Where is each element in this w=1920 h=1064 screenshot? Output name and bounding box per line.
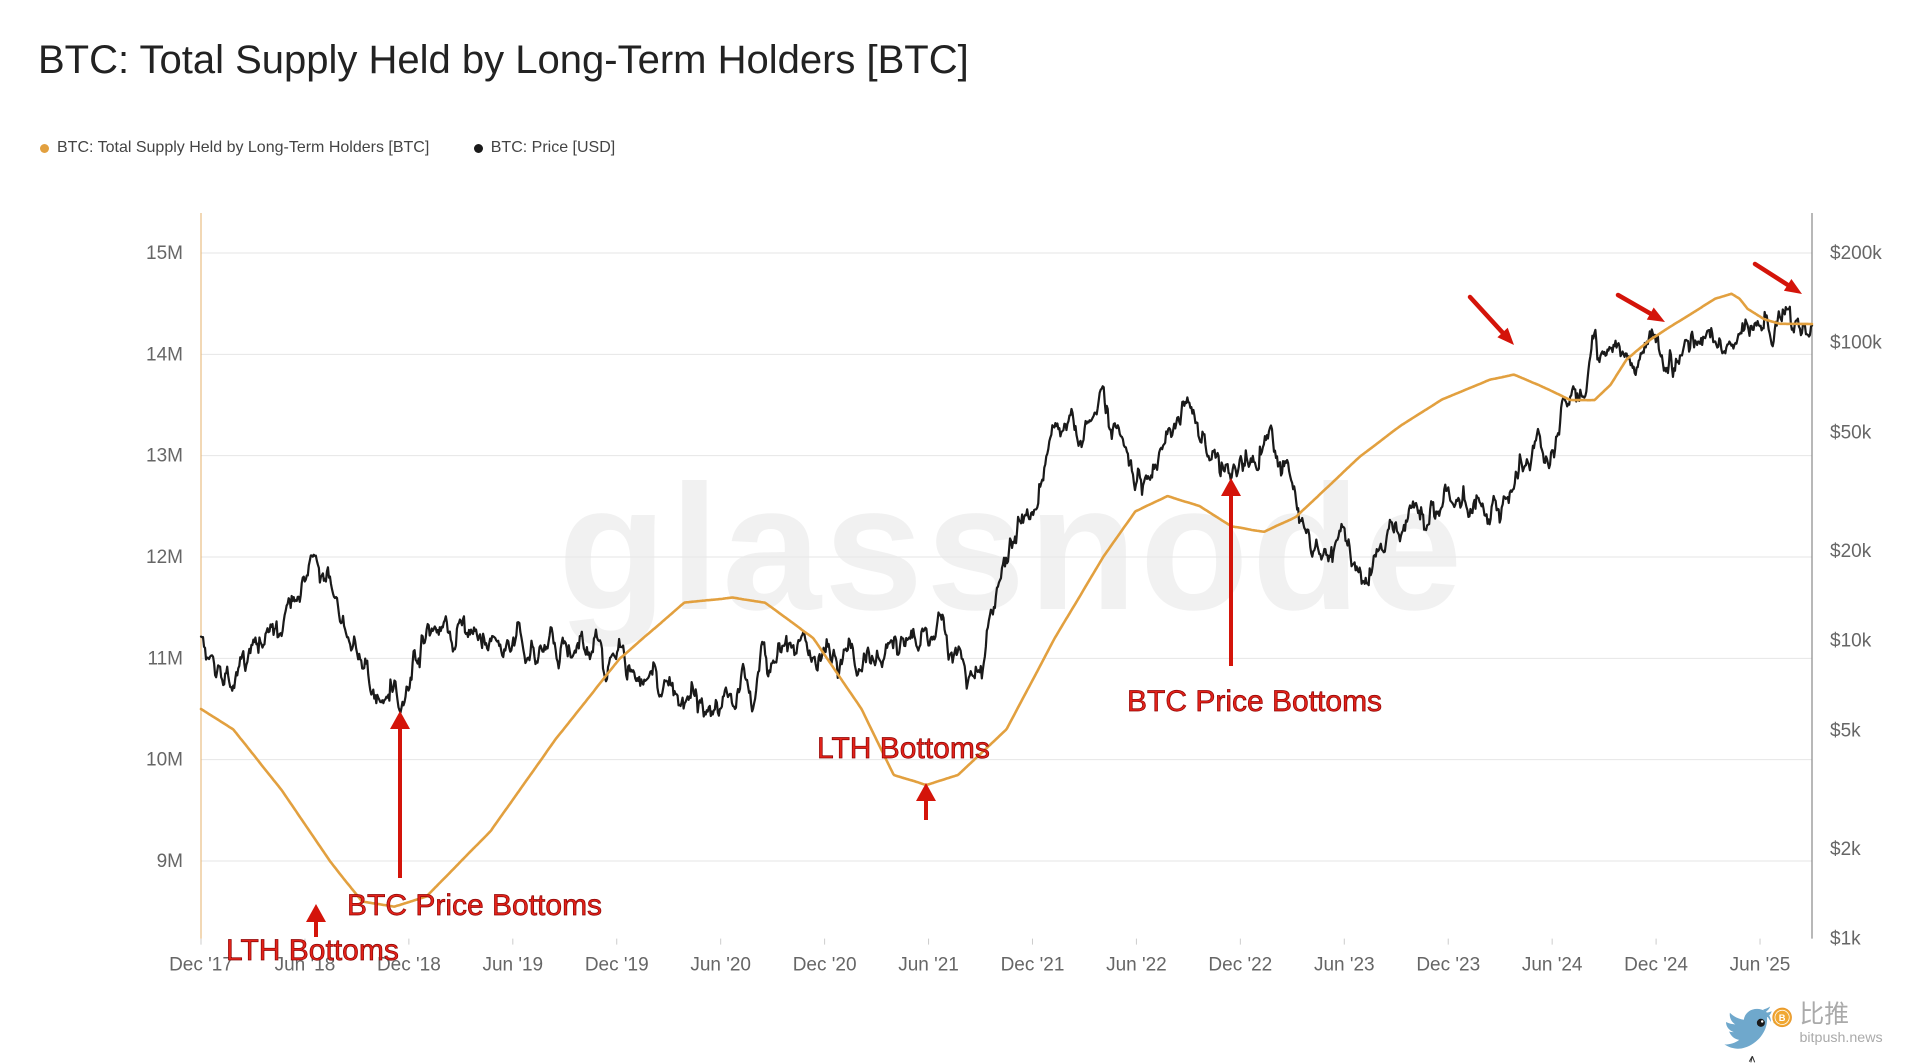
svg-text:14M: 14M bbox=[146, 344, 183, 365]
svg-text:Jun '22: Jun '22 bbox=[1106, 955, 1167, 976]
svg-text:$20k: $20k bbox=[1830, 541, 1872, 562]
svg-text:$100k: $100k bbox=[1830, 333, 1882, 354]
svg-text:12M: 12M bbox=[146, 547, 183, 568]
svg-text:LTH Bottoms: LTH Bottoms bbox=[817, 732, 990, 765]
svg-text:15M: 15M bbox=[146, 243, 183, 264]
svg-text:Dec '19: Dec '19 bbox=[585, 955, 649, 976]
svg-text:Dec '21: Dec '21 bbox=[1001, 955, 1065, 976]
svg-text:9M: 9M bbox=[157, 851, 183, 872]
svg-text:$5k: $5k bbox=[1830, 720, 1861, 741]
svg-text:$1k: $1k bbox=[1830, 929, 1861, 950]
svg-text:Dec '22: Dec '22 bbox=[1208, 955, 1272, 976]
svg-text:比推: 比推 bbox=[1799, 1000, 1849, 1028]
svg-text:11M: 11M bbox=[147, 648, 183, 669]
svg-text:bitpush.news: bitpush.news bbox=[1799, 1030, 1882, 1046]
svg-text:Jun '25: Jun '25 bbox=[1730, 955, 1791, 976]
svg-text:BTC Price Bottoms: BTC Price Bottoms bbox=[347, 889, 602, 922]
svg-text:$10k: $10k bbox=[1830, 631, 1872, 652]
svg-text:Dec '24: Dec '24 bbox=[1624, 955, 1688, 976]
svg-text:10M: 10M bbox=[146, 750, 183, 771]
svg-text:Dec '17: Dec '17 bbox=[169, 955, 233, 976]
svg-text:Dec '20: Dec '20 bbox=[793, 955, 857, 976]
svg-text:Jun '20: Jun '20 bbox=[690, 955, 751, 976]
svg-text:Dec '23: Dec '23 bbox=[1416, 955, 1480, 976]
svg-text:Jun '24: Jun '24 bbox=[1522, 955, 1583, 976]
svg-text:$2k: $2k bbox=[1830, 839, 1861, 860]
svg-text:$50k: $50k bbox=[1830, 422, 1872, 443]
svg-text:Jun '19: Jun '19 bbox=[482, 955, 543, 976]
svg-text:B: B bbox=[1779, 1013, 1786, 1023]
svg-text:13M: 13M bbox=[146, 446, 183, 467]
svg-text:BTC Price Bottoms: BTC Price Bottoms bbox=[1127, 685, 1382, 718]
svg-text:$200k: $200k bbox=[1830, 243, 1882, 264]
svg-text:Jun '23: Jun '23 bbox=[1314, 955, 1375, 976]
svg-text:Jun '21: Jun '21 bbox=[898, 955, 959, 976]
svg-text:LTH Bottoms: LTH Bottoms bbox=[226, 934, 399, 967]
